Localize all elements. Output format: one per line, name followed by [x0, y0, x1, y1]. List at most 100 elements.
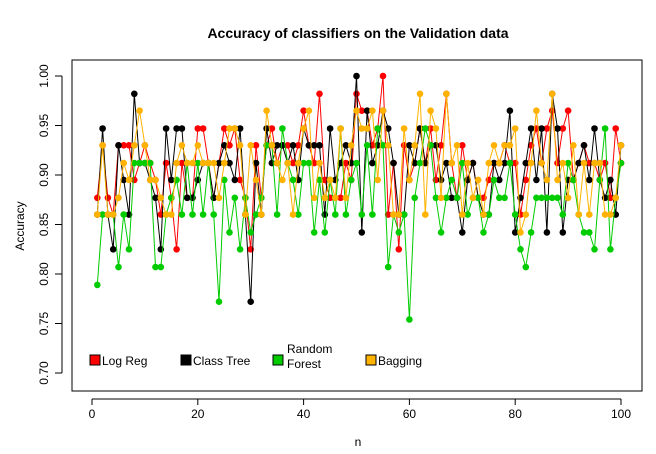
data-point: [168, 176, 175, 184]
data-point: [99, 125, 106, 132]
data-point: [554, 125, 561, 132]
data-point: [279, 176, 286, 184]
data-point: [591, 246, 598, 253]
data-point: [580, 159, 588, 167]
data-point: [601, 211, 609, 218]
x-tick-label: 80: [509, 407, 523, 421]
data-point: [178, 159, 186, 167]
data-point: [231, 194, 239, 202]
data-point: [575, 159, 582, 167]
data-point: [289, 211, 297, 218]
data-point: [120, 159, 127, 167]
data-point: [379, 107, 387, 114]
data-point: [215, 159, 223, 167]
data-point: [353, 107, 360, 114]
data-point: [443, 194, 450, 202]
y-tick-label: 0.85: [37, 212, 51, 236]
data-point: [221, 125, 228, 132]
data-point: [506, 159, 514, 167]
data-point: [273, 159, 281, 167]
data-point: [496, 176, 503, 184]
data-point: [289, 176, 297, 184]
data-point: [427, 107, 434, 114]
data-point: [538, 159, 545, 167]
data-point: [469, 159, 477, 167]
data-point: [554, 194, 561, 202]
data-point: [157, 194, 165, 202]
data-point: [120, 176, 127, 184]
data-point: [390, 211, 397, 218]
data-point: [459, 159, 466, 167]
data-point: [411, 159, 419, 167]
data-point: [353, 90, 360, 98]
data-point: [379, 72, 387, 80]
data-point: [337, 125, 344, 132]
data-point: [570, 176, 577, 184]
data-point: [369, 159, 376, 167]
data-point: [194, 125, 202, 132]
data-point: [607, 246, 614, 253]
data-point: [464, 211, 471, 218]
data-point: [316, 159, 323, 167]
data-point: [310, 142, 318, 149]
data-point: [321, 229, 329, 236]
data-point: [263, 125, 270, 132]
data-point: [178, 211, 186, 218]
data-point: [231, 125, 239, 132]
legend-swatch: [365, 354, 377, 366]
data-point: [178, 142, 186, 149]
data-point: [226, 229, 233, 236]
legend-item: Random Forest: [272, 342, 332, 371]
data-point: [258, 194, 265, 202]
data-point: [146, 176, 154, 184]
data-point: [427, 125, 434, 132]
data-point: [406, 316, 413, 323]
data-point: [406, 142, 413, 149]
plot-area: [71, 59, 643, 392]
legend-label: Random Forest: [287, 342, 332, 371]
data-point: [559, 229, 567, 236]
data-point: [316, 90, 323, 98]
legend-item: Bagging: [365, 354, 422, 368]
data-point: [369, 211, 376, 218]
data-point: [369, 107, 376, 114]
data-point: [570, 142, 577, 149]
data-point: [459, 229, 466, 236]
data-point: [205, 159, 212, 167]
data-point: [178, 125, 186, 132]
data-point: [517, 211, 524, 218]
data-point: [199, 211, 207, 218]
data-point: [533, 107, 540, 114]
data-point: [242, 211, 249, 218]
data-point: [221, 176, 228, 184]
data-point: [247, 229, 254, 236]
data-point: [252, 142, 260, 149]
data-point: [189, 159, 196, 167]
data-point: [416, 159, 424, 167]
data-point: [210, 159, 217, 167]
data-point: [480, 211, 487, 218]
data-point: [586, 229, 593, 236]
data-point: [363, 142, 371, 149]
data-point: [236, 246, 244, 253]
data-point: [305, 159, 313, 167]
data-point: [384, 125, 392, 132]
data-point: [448, 176, 456, 184]
data-point: [273, 211, 281, 218]
data-point: [480, 229, 487, 236]
x-axis-label: n: [355, 435, 362, 449]
x-tick-label: 100: [611, 407, 631, 421]
data-point: [453, 142, 461, 149]
data-point: [437, 194, 445, 202]
data-point: [522, 176, 530, 184]
data-point: [131, 159, 138, 167]
data-point: [548, 107, 556, 114]
data-point: [131, 142, 138, 149]
data-point: [363, 107, 371, 114]
data-point: [305, 107, 313, 114]
data-point: [115, 263, 122, 271]
data-point: [162, 211, 170, 218]
data-point: [448, 159, 456, 167]
data-point: [374, 125, 382, 132]
data-point: [321, 194, 329, 202]
